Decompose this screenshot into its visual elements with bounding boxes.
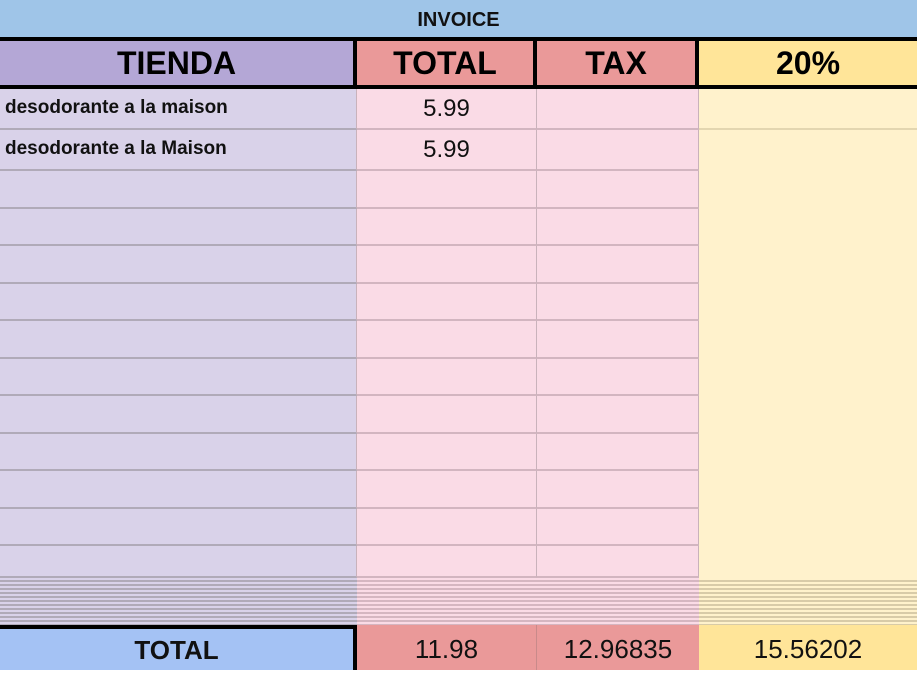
cell-store[interactable] [0, 208, 357, 246]
header-tienda[interactable]: TIENDA [0, 37, 357, 89]
cell-tax[interactable] [537, 358, 699, 396]
cell-total[interactable] [357, 433, 537, 471]
cell-total[interactable] [357, 246, 537, 284]
cell-store[interactable] [0, 433, 357, 471]
cell-tax[interactable] [537, 321, 699, 359]
cell-tax[interactable] [537, 246, 699, 284]
cell-rate[interactable] [699, 283, 917, 321]
cell-total[interactable] [357, 358, 537, 396]
cell-rate[interactable] [699, 89, 917, 130]
cell-total[interactable] [357, 171, 537, 209]
cell-tax[interactable] [537, 508, 699, 546]
cell-total[interactable] [357, 396, 537, 434]
hidden-rows [357, 578, 537, 625]
cell-tax[interactable] [537, 433, 699, 471]
cell-tax[interactable] [537, 546, 699, 578]
footer-tax-value[interactable]: 12.96835 [537, 625, 699, 670]
cell-rate[interactable] [699, 171, 917, 209]
header-total[interactable]: TOTAL [357, 37, 537, 89]
cell-total[interactable] [357, 471, 537, 509]
cell-total[interactable] [357, 321, 537, 359]
cell-tax[interactable] [537, 283, 699, 321]
footer-total-value[interactable]: 11.98 [357, 625, 537, 670]
cell-store[interactable] [0, 283, 357, 321]
hidden-rows [699, 578, 917, 625]
cell-tax[interactable] [537, 208, 699, 246]
cell-store[interactable] [0, 246, 357, 284]
hidden-rows [0, 578, 357, 625]
cell-rate[interactable] [699, 246, 917, 284]
invoice-title: INVOICE [0, 0, 917, 37]
cell-total[interactable] [357, 283, 537, 321]
cell-rate[interactable] [699, 396, 917, 434]
cell-store[interactable]: desodorante a la maison [0, 89, 357, 130]
cell-rate[interactable] [699, 508, 917, 546]
cell-rate[interactable] [699, 433, 917, 471]
cell-total[interactable] [357, 508, 537, 546]
cell-tax[interactable] [537, 130, 699, 171]
footer-rate-value[interactable]: 15.56202 [699, 625, 917, 670]
cell-store[interactable] [0, 171, 357, 209]
cell-rate[interactable] [699, 471, 917, 509]
footer-total-label[interactable]: TOTAL [0, 625, 357, 670]
cell-rate[interactable] [699, 208, 917, 246]
cell-tax[interactable] [537, 471, 699, 509]
cell-total[interactable]: 5.99 [357, 89, 537, 130]
cell-store[interactable] [0, 508, 357, 546]
cell-tax[interactable] [537, 396, 699, 434]
cell-rate[interactable] [699, 321, 917, 359]
cell-tax[interactable] [537, 89, 699, 130]
cell-rate[interactable] [699, 358, 917, 396]
cell-store[interactable] [0, 546, 357, 578]
cell-rate[interactable] [699, 546, 917, 578]
header-tax[interactable]: TAX [537, 37, 699, 89]
cell-store[interactable] [0, 321, 357, 359]
cell-store[interactable] [0, 471, 357, 509]
cell-total[interactable] [357, 208, 537, 246]
cell-store[interactable] [0, 396, 357, 434]
cell-total[interactable] [357, 546, 537, 578]
cell-total[interactable]: 5.99 [357, 130, 537, 171]
hidden-rows [537, 578, 699, 625]
cell-store[interactable]: desodorante a la Maison [0, 130, 357, 171]
header-rate[interactable]: 20% [699, 37, 917, 89]
cell-tax[interactable] [537, 171, 699, 209]
cell-store[interactable] [0, 358, 357, 396]
cell-rate[interactable] [699, 130, 917, 171]
